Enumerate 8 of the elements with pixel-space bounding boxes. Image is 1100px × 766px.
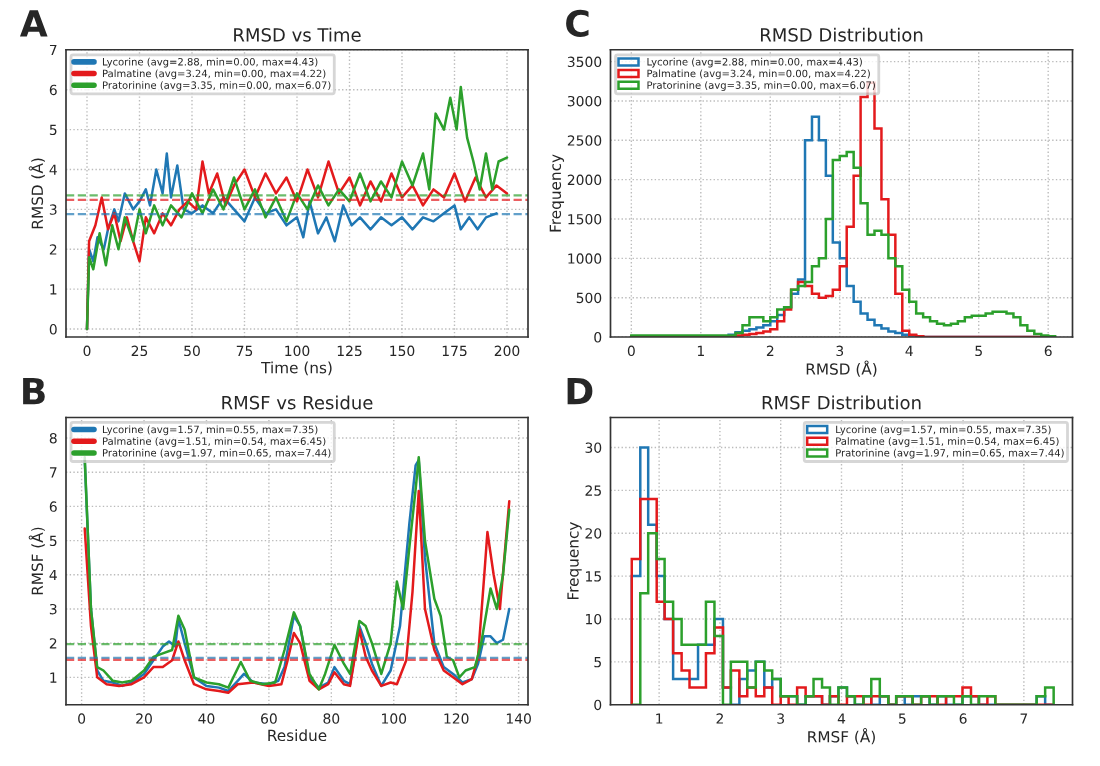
chart-title: RMSF Distribution: [762, 395, 921, 410]
text: B: [23, 377, 45, 405]
chart-title: RMSD Distribution: [760, 27, 923, 42]
text: A: [19, 10, 48, 37]
text: C: [566, 9, 589, 38]
chart-title: RMSF vs Residue: [222, 395, 373, 410]
text: D: [567, 377, 593, 405]
chart-title: RMSD vs Time: [234, 27, 361, 42]
